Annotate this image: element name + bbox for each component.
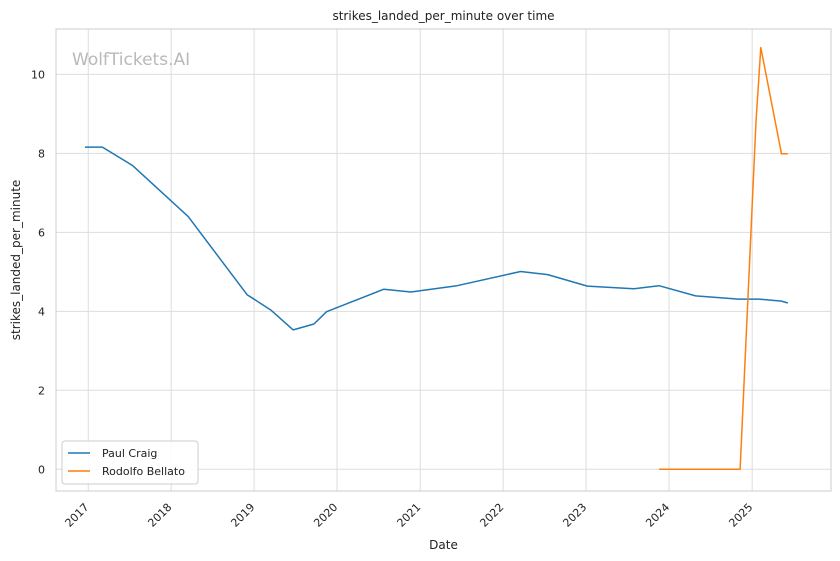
y-tick-label: 6 [38, 226, 45, 239]
series-line-paul-craig [84, 146, 789, 331]
y-tick-label: 2 [38, 384, 45, 397]
y-tick-label: 10 [31, 68, 45, 81]
watermark: WolfTickets.AI [72, 50, 190, 70]
legend-label-paul-craig: Paul Craig [102, 447, 157, 460]
y-tick-label: 0 [38, 463, 45, 476]
series-layer [84, 46, 789, 471]
y-tick-label: 4 [38, 305, 45, 318]
legend: Paul Craig Rodolfo Bellato [61, 440, 199, 485]
plot-frame [55, 28, 832, 492]
y-axis-ticks: 0 2 4 6 8 10 [31, 68, 45, 476]
legend-label-rodolfo-bellato: Rodolfo Bellato [102, 465, 185, 478]
series-line-rodolfo-bellato [659, 46, 788, 471]
x-axis-title: Date [429, 538, 458, 552]
chart-title: strikes_landed_per_minute over time [332, 9, 554, 23]
legend-box [61, 440, 199, 485]
y-tick-label: 8 [38, 147, 45, 160]
y-axis-title: strikes_landed_per_minute [9, 180, 23, 341]
